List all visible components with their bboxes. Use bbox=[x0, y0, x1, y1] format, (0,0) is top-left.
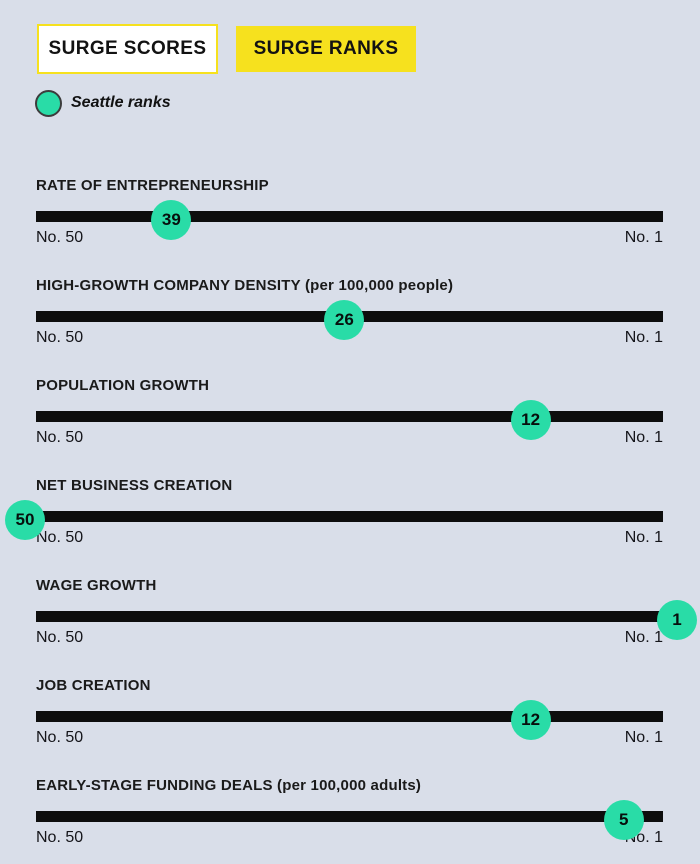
metric-row-net-business-creation: NET BUSINESS CREATION 50 No. 50 No. 1 bbox=[0, 477, 700, 577]
axis-left-label: No. 50 bbox=[36, 229, 84, 246]
tab-surge-scores[interactable]: SURGE SCORES bbox=[37, 24, 218, 74]
axis-end-labels: No. 50 No. 1 bbox=[36, 529, 663, 547]
rank-track-bar bbox=[36, 611, 663, 622]
metric-row-high-growth-company-density: HIGH-GROWTH COMPANY DENSITY (per 100,000… bbox=[0, 277, 700, 377]
rank-track-bar bbox=[36, 411, 663, 422]
axis-right-label: No. 1 bbox=[624, 429, 663, 446]
metric-row-wage-growth: WAGE GROWTH 1 No. 50 No. 1 bbox=[0, 577, 700, 677]
axis-right-label: No. 1 bbox=[624, 529, 663, 546]
axis-end-labels: No. 50 No. 1 bbox=[36, 429, 663, 447]
axis-left-label: No. 50 bbox=[36, 329, 84, 346]
rank-marker: 12 bbox=[510, 700, 551, 740]
metric-label: JOB CREATION bbox=[36, 677, 151, 694]
rank-track-bar bbox=[36, 711, 663, 722]
axis-right-label: No. 1 bbox=[624, 629, 663, 646]
metric-row-rate-of-entrepreneurship: RATE OF ENTREPRENEURSHIP 39 No. 50 No. 1 bbox=[0, 177, 700, 277]
axis-left-label: No. 50 bbox=[36, 529, 84, 546]
rank-marker: 12 bbox=[510, 400, 551, 440]
metric-label: WAGE GROWTH bbox=[36, 577, 157, 594]
rank-track-bar bbox=[36, 811, 663, 822]
seattle-rank-dot-icon bbox=[35, 89, 62, 117]
rank-track-bar bbox=[36, 511, 663, 522]
axis-end-labels: No. 50 No. 1 bbox=[36, 829, 663, 847]
rank-marker: 1 bbox=[657, 600, 697, 640]
axis-left-label: No. 50 bbox=[36, 429, 84, 446]
axis-right-label: No. 1 bbox=[624, 329, 663, 346]
axis-right-label: No. 1 bbox=[624, 729, 663, 746]
metric-row-population-growth: POPULATION GROWTH 12 No. 50 No. 1 bbox=[0, 377, 700, 477]
rank-marker: 26 bbox=[324, 300, 365, 340]
axis-end-labels: No. 50 No. 1 bbox=[36, 629, 663, 647]
axis-end-labels: No. 50 No. 1 bbox=[36, 229, 663, 247]
metric-label: EARLY-STAGE FUNDING DEALS (per 100,000 a… bbox=[36, 777, 422, 794]
rank-marker: 39 bbox=[151, 200, 192, 240]
axis-end-labels: No. 50 No. 1 bbox=[36, 329, 663, 347]
metric-row-early-stage-funding-deals: EARLY-STAGE FUNDING DEALS (per 100,000 a… bbox=[0, 777, 700, 864]
axis-left-label: No. 50 bbox=[36, 629, 84, 646]
rank-track-bar bbox=[36, 211, 663, 222]
axis-left-label: No. 50 bbox=[36, 829, 84, 846]
rank-sliders: RATE OF ENTREPRENEURSHIP 39 No. 50 No. 1… bbox=[0, 177, 700, 864]
metric-label: POPULATION GROWTH bbox=[36, 377, 210, 394]
legend: Seattle ranks bbox=[35, 88, 700, 118]
rank-marker: 5 bbox=[603, 800, 644, 840]
axis-left-label: No. 50 bbox=[36, 729, 84, 746]
metric-label: HIGH-GROWTH COMPANY DENSITY (per 100,000… bbox=[36, 277, 454, 294]
legend-label: Seattle ranks bbox=[71, 94, 171, 111]
view-toggle: SURGE SCORES SURGE RANKS bbox=[0, 0, 700, 74]
axis-right-label: No. 1 bbox=[624, 229, 663, 246]
rank-marker: 50 bbox=[5, 500, 45, 540]
axis-end-labels: No. 50 No. 1 bbox=[36, 729, 663, 747]
metric-row-job-creation: JOB CREATION 12 No. 50 No. 1 bbox=[0, 677, 700, 777]
metric-label: RATE OF ENTREPRENEURSHIP bbox=[36, 177, 269, 194]
metric-label: NET BUSINESS CREATION bbox=[36, 477, 233, 494]
tab-surge-ranks[interactable]: SURGE RANKS bbox=[236, 26, 416, 72]
